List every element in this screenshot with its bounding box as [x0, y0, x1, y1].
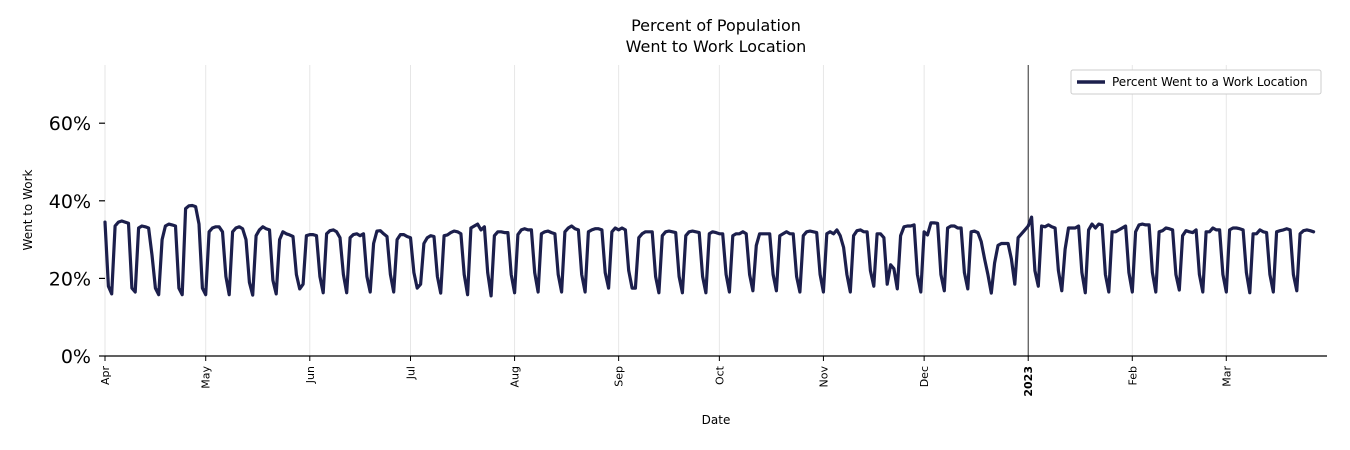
x-gridlines [104, 65, 1227, 356]
x-tick-label: Dec [918, 366, 931, 387]
x-tick-label: 2023 [1022, 366, 1035, 397]
x-tick-label: Jul [405, 366, 418, 380]
x-tick-label: Feb [1126, 366, 1139, 385]
chart-title-line-1: Percent of Population [631, 16, 801, 35]
series-layer [103, 203, 1316, 298]
legend-entry-label: Percent Went to a Work Location [1112, 75, 1308, 89]
x-axis-label: Date [702, 413, 731, 427]
y-axis-label: Went to Work [21, 169, 35, 250]
x-tick-label: Apr [99, 366, 112, 386]
x-tick-label: Jun [304, 366, 317, 384]
y-tick-label: 40% [49, 191, 91, 213]
x-tick-label: Nov [817, 366, 830, 388]
legend-box [1070, 69, 1322, 95]
y-tick-label: 60% [49, 113, 91, 135]
chart-title: Percent of Population Went to Work Locat… [626, 16, 807, 56]
x-tick-label: May [200, 366, 213, 389]
x-axis-ticks: Apr May Jun Jul Aug Sep Oct Nov Dec 2023 Feb Mar [99, 356, 1233, 397]
y-tick-label: 20% [49, 268, 91, 290]
y-tick-label: 0% [61, 346, 91, 368]
series-line-0 [103, 203, 1316, 298]
y-axis-ticks: 0% 20% 40% 60% [49, 113, 105, 368]
x-tick-label: Aug [509, 366, 522, 387]
x-tick-label: Sep [613, 366, 626, 387]
x-tick-label: Oct [713, 365, 726, 385]
x-tick-label: Mar [1220, 366, 1233, 387]
chart-title-line-2: Went to Work Location [626, 37, 807, 56]
legend: Percent Went to a Work Location [1070, 69, 1322, 95]
